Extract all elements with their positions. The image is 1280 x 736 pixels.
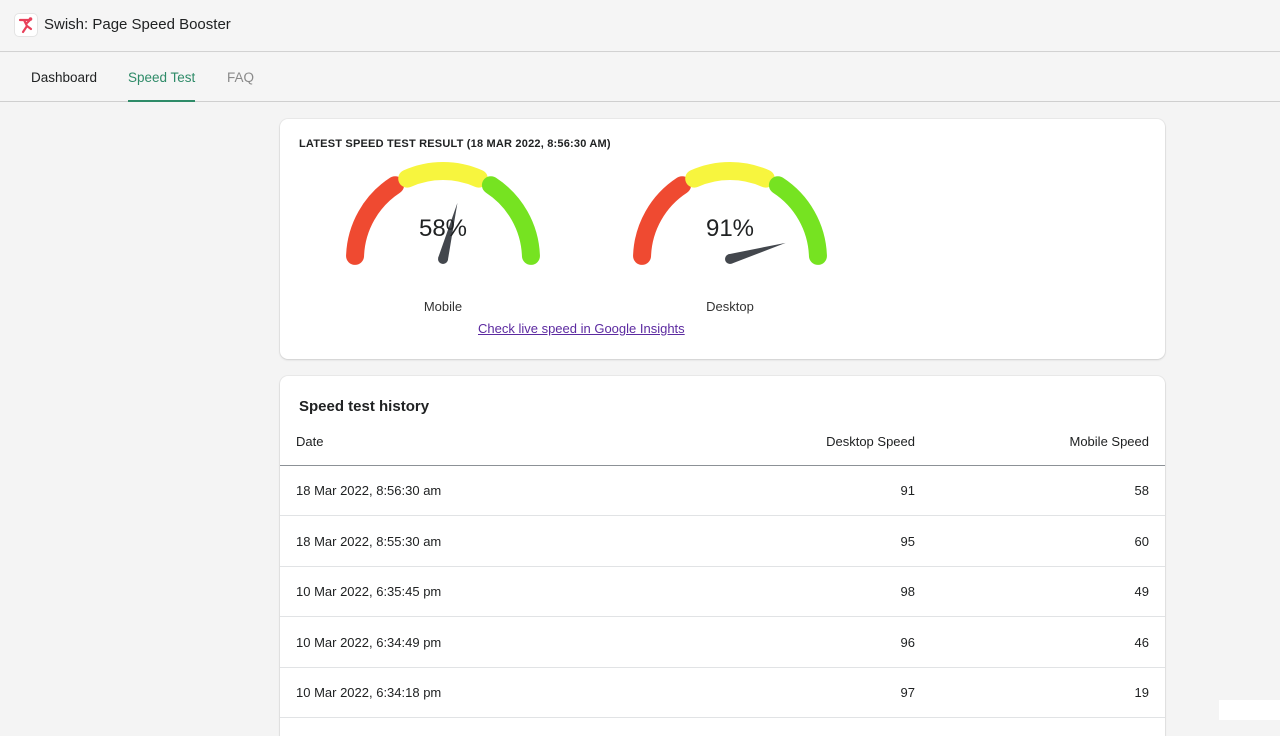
tab-faq[interactable]: FAQ [227,70,255,85]
mobile-gauge: 58% Mobile [333,159,553,319]
gauge-green-segment [481,176,540,265]
row-desktop-speed: 98 [900,584,915,599]
latest-result-heading: LATEST SPEED TEST RESULT (18 MAR 2022, 8… [299,138,611,150]
gauge-red-segment [633,176,692,265]
latest-result-card: LATEST SPEED TEST RESULT (18 MAR 2022, 8… [280,119,1165,359]
table-row: 18 Mar 2022, 8:55:30 am 95 60 [280,517,1165,567]
column-header-date: Date [296,434,324,449]
row-mobile-speed: 60 [1134,534,1149,549]
app-title: Swish: Page Speed Booster [44,16,231,33]
row-date: 18 Mar 2022, 8:55:30 am [296,534,442,549]
row-mobile-speed: 58 [1134,483,1149,498]
history-title: Speed test history [299,398,430,415]
mobile-gauge-graphic [346,162,540,265]
column-header-desktop-speed: Desktop Speed [826,434,915,449]
row-desktop-speed: 97 [900,685,915,700]
tab-bar: Dashboard Speed Test FAQ [0,53,1280,102]
row-mobile-speed: 46 [1134,635,1149,650]
google-insights-link[interactable]: Check live speed in Google Insights [478,321,685,336]
gauge-needle [438,202,458,261]
table-header-divider [280,465,1165,466]
corner-panel [1219,700,1280,720]
gauge-needle [728,242,786,264]
row-desktop-speed: 96 [900,635,915,650]
table-row: 18 Mar 2022, 8:56:30 am 91 58 [280,466,1165,516]
gauge-red-segment [346,176,405,265]
gauge-green-segment [768,176,827,265]
row-mobile-speed: 49 [1134,584,1149,599]
tab-dashboard[interactable]: Dashboard [31,70,98,85]
row-date: 18 Mar 2022, 8:56:30 am [296,483,442,498]
desktop-gauge-label: Desktop [706,299,754,314]
desktop-gauge-graphic [633,162,827,265]
row-desktop-speed: 95 [900,534,915,549]
row-date: 10 Mar 2022, 6:34:18 pm [296,685,442,700]
mobile-gauge-label: Mobile [423,299,463,314]
table-row: 10 Mar 2022, 6:34:49 pm 96 46 [280,618,1165,668]
swish-logo-icon [14,13,38,37]
gauge-needle-hub [438,254,448,264]
desktop-gauge: 91% Desktop [620,159,840,319]
app-header: Swish: Page Speed Booster [0,0,1280,52]
column-header-mobile-speed: Mobile Speed [1069,434,1150,449]
row-date: 10 Mar 2022, 6:35:45 pm [296,584,442,599]
speed-history-card: Speed test history Date Desktop Speed Mo… [280,376,1165,736]
gauge-yellow-segment [398,162,488,188]
gauge-yellow-segment [685,162,775,188]
table-row: 10 Mar 2022, 6:34:18 pm 97 19 [280,668,1165,718]
row-date: 10 Mar 2022, 6:34:49 pm [296,635,442,650]
gauge-needle-hub [725,254,735,264]
row-mobile-speed: 19 [1134,685,1149,700]
row-desktop-speed: 91 [900,483,915,498]
table-row: 10 Mar 2022, 6:35:45 pm 98 49 [280,567,1165,617]
tab-speed-test[interactable]: Speed Test [128,53,196,102]
